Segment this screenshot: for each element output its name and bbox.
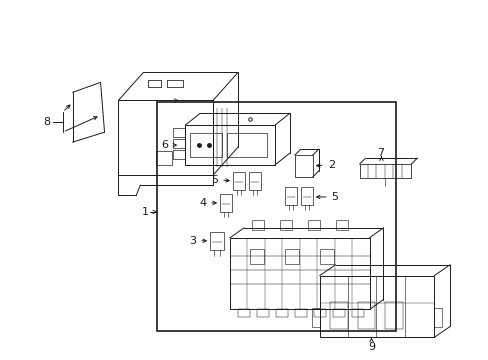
Bar — [173, 150, 185, 159]
Bar — [307, 220, 319, 230]
Bar — [220, 194, 232, 212]
Text: 4: 4 — [199, 198, 206, 208]
Bar — [238, 310, 249, 318]
Bar — [275, 310, 287, 318]
Bar — [319, 276, 433, 337]
Text: 3: 3 — [189, 236, 196, 246]
Bar — [173, 139, 185, 148]
Bar — [294, 310, 306, 318]
Bar — [319, 248, 333, 265]
Bar — [226, 133, 266, 157]
Bar — [256, 310, 268, 318]
Bar — [285, 248, 298, 265]
Bar — [313, 310, 325, 318]
Bar — [185, 125, 274, 165]
Text: 5: 5 — [211, 175, 218, 185]
Bar — [279, 220, 291, 230]
Text: 2: 2 — [327, 160, 334, 170]
Bar — [210, 232, 224, 250]
Text: 5: 5 — [331, 192, 338, 202]
Bar — [357, 302, 375, 329]
Bar — [385, 302, 403, 329]
Bar — [190, 133, 222, 157]
Bar — [329, 302, 347, 329]
Bar — [294, 155, 312, 177]
Bar — [249, 248, 264, 265]
Bar — [359, 164, 410, 178]
Bar — [251, 220, 264, 230]
Text: 8: 8 — [42, 117, 50, 127]
Text: 9: 9 — [367, 342, 374, 352]
Bar — [351, 310, 363, 318]
Bar — [285, 187, 296, 205]
Text: 7: 7 — [377, 148, 384, 158]
Text: 1: 1 — [141, 207, 148, 217]
Bar — [300, 187, 312, 205]
Bar — [229, 238, 369, 310]
Bar — [157, 102, 396, 332]
Text: 6: 6 — [161, 140, 168, 150]
Bar — [248, 172, 261, 190]
Bar — [311, 307, 319, 328]
Bar — [156, 151, 172, 165]
Bar — [173, 128, 185, 137]
Bar — [332, 310, 344, 318]
Bar — [335, 220, 347, 230]
Bar — [433, 307, 441, 328]
Bar — [118, 100, 213, 175]
Bar — [233, 172, 244, 190]
